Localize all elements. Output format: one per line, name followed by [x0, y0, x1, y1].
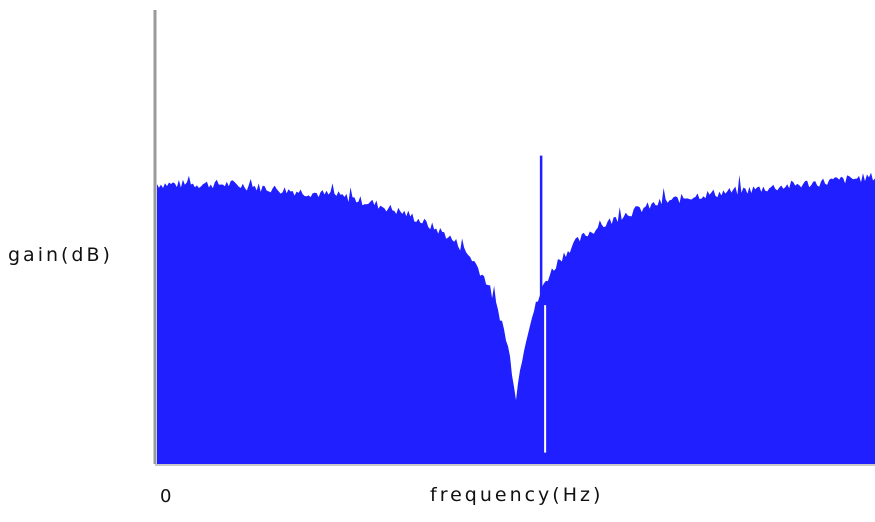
- x-axis-label: frequency(Hz): [430, 484, 604, 506]
- y-axis-label: gain(dB): [8, 244, 113, 266]
- x-tick-label-0: 0: [160, 486, 172, 507]
- gain-area-series: [157, 172, 875, 464]
- chart-marks: [157, 155, 875, 464]
